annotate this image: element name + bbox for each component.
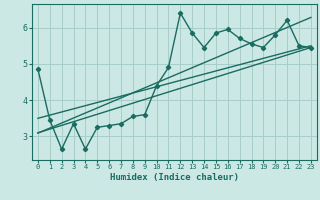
X-axis label: Humidex (Indice chaleur): Humidex (Indice chaleur) [110, 173, 239, 182]
